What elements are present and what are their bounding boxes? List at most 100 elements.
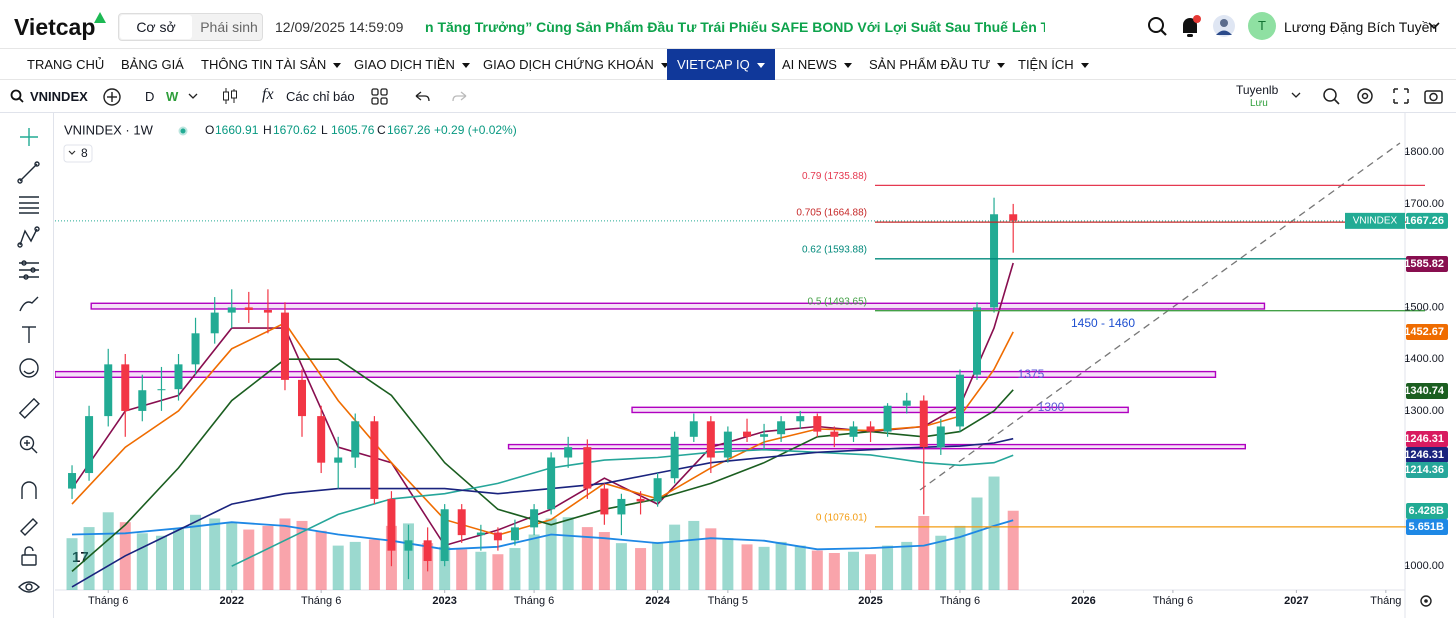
emoji-tool[interactable] bbox=[19, 358, 39, 378]
lock-draw-tool[interactable] bbox=[20, 518, 38, 536]
volume-bar bbox=[669, 524, 681, 590]
settings-icon[interactable] bbox=[1420, 595, 1432, 607]
nav-item[interactable]: TRANG CHỦ bbox=[19, 49, 112, 80]
symbol[interactable]: VNINDEX bbox=[30, 89, 88, 104]
nav-item[interactable]: AI NEWS bbox=[774, 49, 860, 80]
nav-item[interactable]: GIAO DỊCH CHỨNG KHOÁN bbox=[475, 49, 677, 80]
fib-label: 0.705 (1664.88) bbox=[796, 208, 867, 219]
volume-bar bbox=[509, 548, 521, 590]
x-tick-label: Tháng 5 bbox=[708, 595, 748, 607]
user-avatar[interactable]: T bbox=[1248, 12, 1276, 40]
user-caret[interactable] bbox=[1428, 22, 1440, 30]
layout-caret[interactable] bbox=[1291, 92, 1301, 99]
crosshair-tool[interactable] bbox=[20, 128, 38, 146]
volume-bar bbox=[332, 545, 344, 590]
forecast-tool[interactable] bbox=[19, 260, 39, 280]
nav-item[interactable]: SẢN PHẨM ĐẦU TƯ bbox=[861, 49, 1013, 80]
nav-label: TRANG CHỦ bbox=[27, 57, 105, 72]
lock-tool[interactable] bbox=[21, 546, 37, 566]
volume-bar bbox=[811, 550, 823, 590]
nav-item[interactable]: THÔNG TIN TÀI SẢN bbox=[193, 49, 349, 80]
candle-body bbox=[636, 498, 645, 502]
candle-body bbox=[617, 498, 626, 515]
bell-icon[interactable] bbox=[1183, 18, 1197, 33]
interval-caret[interactable] bbox=[188, 93, 198, 100]
candle-body bbox=[68, 473, 77, 489]
moving-average bbox=[71, 437, 1014, 588]
volume-ma-tag-bg bbox=[1406, 519, 1448, 535]
brush-tool[interactable] bbox=[19, 296, 39, 312]
candle-body bbox=[104, 364, 113, 417]
indicators[interactable]: Các chỉ báo bbox=[286, 89, 355, 104]
undo-redo[interactable] bbox=[412, 89, 472, 105]
interval[interactable]: D bbox=[145, 89, 155, 104]
search-icon[interactable] bbox=[1148, 17, 1164, 33]
nav-item[interactable]: TIỆN ÍCH bbox=[1010, 49, 1097, 80]
indicator-toggle[interactable] bbox=[63, 144, 93, 163]
x-tick-label: Tháng 6 bbox=[1153, 595, 1193, 607]
candle-body bbox=[298, 379, 307, 417]
candle-body bbox=[706, 421, 715, 458]
candle-body bbox=[493, 532, 502, 541]
layout-name[interactable]: Tuyenlb bbox=[1236, 83, 1279, 97]
ma-price-tag-bg bbox=[1406, 431, 1448, 447]
magnet-tool[interactable] bbox=[21, 481, 37, 499]
annotation: 1375 bbox=[1018, 367, 1045, 381]
x-tick-label: 2024 bbox=[645, 595, 670, 607]
trend-line bbox=[919, 142, 1401, 491]
text-tool[interactable] bbox=[22, 326, 36, 343]
marquee[interactable]: n Tăng Trưởng” Cùng Sản Phẩm Đầu Tư Trái… bbox=[425, 19, 1045, 35]
ma-price-tag: 1585.82 bbox=[1404, 258, 1444, 270]
candle-body bbox=[902, 400, 911, 406]
candle-body bbox=[777, 421, 786, 435]
compare-icon[interactable] bbox=[102, 87, 122, 107]
tab[interactable]: Phái sinh bbox=[200, 19, 258, 35]
candle-body bbox=[317, 416, 326, 463]
candle-body bbox=[973, 307, 982, 375]
volume-bar bbox=[688, 520, 700, 590]
tool-icons bbox=[17, 128, 40, 593]
volume-bar bbox=[615, 543, 627, 590]
interval-active[interactable]: W bbox=[166, 89, 179, 104]
volume-bar bbox=[315, 530, 327, 590]
nav-item[interactable]: GIAO DỊCH TIỀN bbox=[346, 49, 478, 80]
save-state[interactable]: Lưu bbox=[1250, 98, 1268, 109]
volume-ma-tag: 5.651B bbox=[1409, 521, 1445, 533]
hide-tool[interactable] bbox=[18, 581, 40, 593]
legend-change: +0.29 (+0.02%) bbox=[434, 123, 517, 137]
ma-price-tag: 1214.36 bbox=[1404, 464, 1444, 476]
candle-body bbox=[227, 307, 236, 313]
ma-price-tag: 1340.74 bbox=[1404, 385, 1445, 397]
volume-bar bbox=[652, 541, 664, 590]
trendline-tool[interactable] bbox=[17, 161, 40, 184]
fx-icon[interactable]: fx bbox=[262, 86, 274, 103]
zoom-tool[interactable] bbox=[19, 435, 38, 454]
candle-body bbox=[564, 447, 573, 458]
volume-bar bbox=[635, 548, 647, 590]
ma-price-tag: 1246.31 bbox=[1404, 449, 1444, 461]
ma-price-tag-bg bbox=[1406, 256, 1448, 272]
logo[interactable]: Vietcap bbox=[14, 14, 96, 40]
nav-item-active[interactable]: VIETCAP IQ bbox=[667, 49, 775, 80]
candle-body bbox=[263, 310, 272, 313]
fib-tool[interactable] bbox=[19, 196, 39, 214]
user-name[interactable]: Lương Đặng Bích Tuyền bbox=[1284, 19, 1438, 35]
volume-ma bbox=[71, 519, 1014, 551]
volume-bar bbox=[901, 541, 913, 590]
tab-active[interactable]: Cơ sở bbox=[120, 15, 192, 39]
pattern-tool[interactable] bbox=[17, 226, 40, 248]
nav-item[interactable]: BẢNG GIÁ bbox=[113, 49, 192, 80]
marquee-box: n Tăng Trưởng” Cùng Sản Phẩm Đầu Tư Trái… bbox=[425, 16, 1045, 38]
y-tick-label: 1000.00 bbox=[1404, 560, 1444, 572]
x-tick-label: Tháng 6 bbox=[514, 595, 554, 607]
candle-type-icon[interactable] bbox=[221, 86, 239, 106]
chart: VNINDEX · 1W +0.29 (+0.02%) 8 17 0.79 (1… bbox=[55, 113, 1448, 618]
legend-key: C bbox=[377, 123, 386, 137]
templates-icon[interactable] bbox=[371, 88, 389, 106]
moving-average bbox=[71, 321, 1014, 536]
symbol-search-icon[interactable] bbox=[10, 89, 24, 103]
candle-body bbox=[723, 431, 732, 458]
volume-bar bbox=[456, 549, 468, 590]
ruler-tool[interactable] bbox=[18, 397, 40, 419]
plot: VNINDEX · 1W +0.29 (+0.02%) 8 17 0.79 (1… bbox=[55, 113, 1448, 618]
